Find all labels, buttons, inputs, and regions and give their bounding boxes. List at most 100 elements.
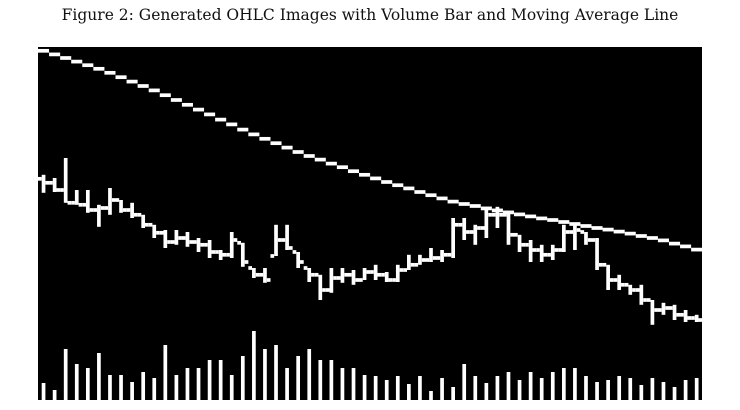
high-low-bar (407, 254, 411, 270)
moving-average-segment (159, 93, 171, 98)
high-low-bar (650, 300, 655, 325)
open-tick (148, 222, 153, 227)
high-low-bar (74, 190, 79, 205)
volume-bar (561, 368, 566, 400)
close-tick (355, 278, 360, 282)
open-tick (270, 254, 275, 258)
open-tick (181, 236, 186, 240)
moving-average-segment (624, 231, 636, 236)
moving-average-segment (38, 48, 50, 53)
close-tick (477, 226, 481, 230)
volume-bar (573, 368, 577, 400)
moving-average-segment (292, 150, 304, 154)
moving-average-segment (215, 117, 227, 122)
moving-average-segment (580, 224, 592, 228)
high-low-bar (274, 224, 278, 256)
volume-bar (196, 368, 201, 400)
volume-bar (639, 385, 644, 400)
volume-bar (85, 368, 90, 400)
volume-bar (440, 378, 444, 400)
moving-average-segment (226, 122, 238, 127)
moving-average-segment (392, 183, 404, 188)
moving-average-segment (680, 244, 692, 249)
close-tick (322, 288, 326, 292)
volume-bar (462, 364, 467, 400)
high-low-bar (617, 274, 622, 290)
high-low-bar (229, 232, 234, 258)
moving-average-segment (436, 196, 448, 201)
high-low-bar (606, 264, 610, 290)
high-low-bar (63, 158, 68, 203)
figure-caption: Figure 2: Generated OHLC Images with Vol… (61, 6, 679, 24)
close-tick (377, 272, 382, 277)
close-tick (100, 206, 105, 210)
close-tick (89, 208, 94, 212)
volume-bar (274, 345, 278, 400)
chart-background (38, 47, 702, 400)
high-low-bar (429, 248, 433, 262)
volume-bar (218, 360, 223, 400)
moving-average-segment (381, 180, 393, 184)
volume-bar (63, 349, 68, 400)
moving-average-segment (181, 102, 193, 107)
close-tick (111, 198, 116, 202)
high-low-bar (351, 270, 356, 285)
volume-bar (329, 360, 334, 400)
moving-average-segment (49, 52, 61, 57)
open-tick (392, 278, 396, 282)
moving-average-segment (458, 202, 470, 206)
open-tick (82, 202, 86, 207)
open-tick (635, 288, 640, 292)
high-low-bar (97, 204, 101, 227)
volume-bar (473, 376, 478, 400)
open-tick (248, 266, 253, 270)
volume-bar (240, 356, 245, 400)
moving-average-segment (115, 75, 127, 80)
moving-average-segment (514, 212, 526, 217)
open-tick (691, 316, 695, 320)
moving-average-segment (646, 236, 658, 240)
close-tick (687, 316, 692, 320)
moving-average-segment (281, 145, 293, 150)
close-tick (200, 242, 205, 247)
high-low-bar (395, 264, 400, 282)
open-tick (514, 232, 518, 237)
high-low-bar (550, 244, 555, 260)
moving-average-segment (414, 190, 426, 194)
high-low-bar (152, 224, 157, 238)
open-tick (624, 282, 629, 287)
high-low-bar (340, 268, 345, 283)
high-low-bar (207, 240, 212, 258)
moving-average-segment (613, 229, 625, 234)
high-low-bar (495, 206, 500, 228)
close-tick (122, 208, 127, 212)
moving-average-segment (336, 165, 348, 170)
high-low-bar (683, 310, 688, 322)
close-tick (576, 228, 581, 232)
volume-bar (628, 378, 633, 400)
moving-average-segment (602, 227, 614, 232)
moving-average-segment (591, 226, 603, 230)
moving-average-segment (170, 98, 182, 102)
close-tick (56, 188, 61, 192)
volume-bar (407, 384, 411, 400)
volume-bar (252, 331, 256, 400)
moving-average-segment (82, 63, 94, 68)
high-low-bar (528, 240, 533, 262)
open-tick (336, 276, 341, 280)
high-low-bar (595, 238, 599, 270)
high-low-bar (672, 304, 677, 320)
moving-average-segment (635, 234, 647, 238)
open-tick (547, 252, 551, 257)
open-tick (281, 238, 286, 242)
moving-average-segment (425, 193, 437, 198)
close-tick (665, 306, 670, 310)
open-tick (613, 278, 618, 282)
volume-bar (52, 390, 57, 400)
open-tick (436, 256, 441, 260)
volume-bar (130, 382, 134, 400)
moving-average-segment (248, 132, 260, 137)
open-tick (126, 208, 131, 212)
open-tick (303, 266, 308, 270)
volume-bar (285, 368, 289, 400)
